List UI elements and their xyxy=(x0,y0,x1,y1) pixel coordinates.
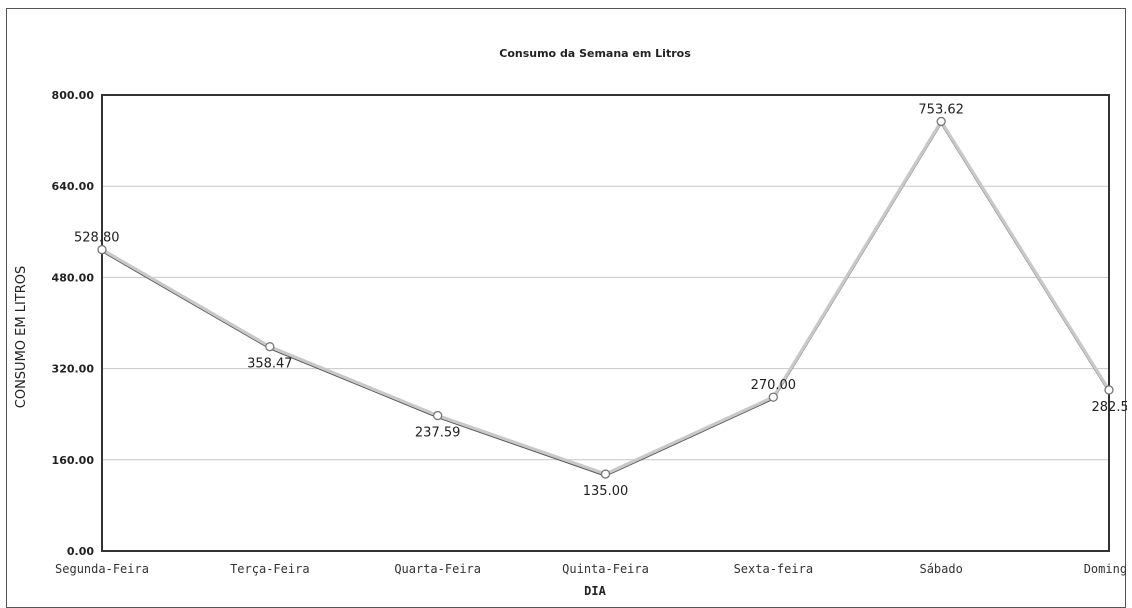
x-tick-label: Domingo xyxy=(1084,562,1127,576)
y-tick-label: 0.00 xyxy=(67,545,94,558)
gridlines xyxy=(102,185,1109,461)
data-label: 270.00 xyxy=(751,378,797,393)
data-label: 237.59 xyxy=(415,426,461,441)
series-line xyxy=(771,119,943,399)
x-tick-label: Segunda-Feira xyxy=(55,562,149,576)
x-tick-label: Sexta-feira xyxy=(734,562,813,576)
series: 528.80 358.47 237.59 135.00 270.00 753.62 282.… xyxy=(74,102,1127,499)
chart-title: Consumo da Semana em Litros xyxy=(499,47,691,60)
chart-frame: Consumo da Semana em Litros 0.00 160.00 32… xyxy=(6,8,1127,608)
data-label: 358.47 xyxy=(247,357,293,372)
series-line xyxy=(939,119,1111,392)
data-point xyxy=(265,342,275,352)
data-point xyxy=(936,116,946,127)
series-line xyxy=(436,413,608,476)
x-axis-ticks: Segunda-Feira Terça-Feira Quarta-Feira Quin… xyxy=(55,562,1127,576)
data-label: 282.55 xyxy=(1092,400,1128,415)
data-point xyxy=(600,469,611,479)
series-line xyxy=(603,395,775,476)
y-axis-label: CONSUMO EM LITROS xyxy=(14,266,29,408)
data-point xyxy=(97,244,107,255)
y-tick-label: 640.00 xyxy=(52,180,95,193)
data-label: 753.62 xyxy=(918,102,964,117)
data-label: 528.80 xyxy=(74,231,120,246)
series-line xyxy=(100,247,272,349)
y-axis-ticks: 0.00 160.00 320.00 480.00 640.00 800.00 xyxy=(52,89,95,558)
plot-area-border xyxy=(101,94,1110,552)
y-tick-label: 480.00 xyxy=(52,271,95,284)
x-tick-label: Quinta-Feira xyxy=(562,562,649,576)
y-tick-label: 160.00 xyxy=(52,454,95,467)
data-point xyxy=(768,392,778,402)
data-label: 135.00 xyxy=(583,484,629,499)
y-tick-label: 320.00 xyxy=(52,363,95,376)
x-tick-label: Terça-Feira xyxy=(230,562,309,576)
data-point xyxy=(1104,385,1114,395)
y-tick-label: 800.00 xyxy=(52,89,95,102)
x-tick-label: Quarta-Feira xyxy=(394,562,481,576)
line-chart: Consumo da Semana em Litros 0.00 160.00 32… xyxy=(14,47,1127,598)
data-point xyxy=(433,410,443,421)
x-axis-label: DIA xyxy=(584,584,606,598)
x-tick-label: Sábado xyxy=(919,562,962,576)
series-line xyxy=(268,345,440,418)
